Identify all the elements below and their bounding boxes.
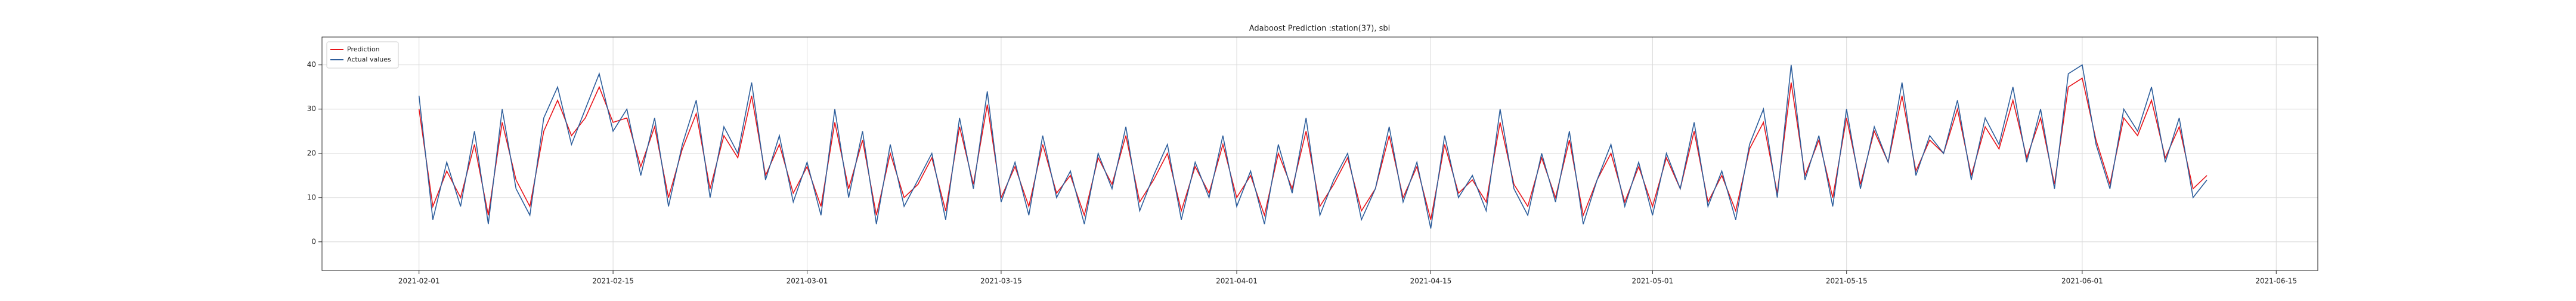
- series-line: [418, 77, 2207, 220]
- x-tick-label: 2021-04-15: [1410, 277, 1452, 285]
- legend-label: Actual values: [347, 56, 391, 63]
- x-tick-label: 2021-03-01: [787, 277, 828, 285]
- x-tick-label: 2021-04-01: [1216, 277, 1258, 285]
- x-tick-label: 2021-02-01: [398, 277, 440, 285]
- x-tick-label: 2021-05-15: [1826, 277, 1868, 285]
- y-tick-label: 0: [311, 237, 316, 245]
- y-tick-label: 40: [307, 60, 316, 69]
- legend-box: [326, 41, 399, 69]
- series-line: [418, 64, 2207, 229]
- chart-title: Adaboost Prediction :station(37), sbi: [1249, 24, 1390, 33]
- x-tick-label: 2021-06-15: [2255, 277, 2297, 285]
- y-tick-label: 30: [307, 105, 316, 113]
- plot-frame: [321, 36, 2318, 271]
- legend: Prediction Actual values: [326, 41, 399, 69]
- x-tick-label: 2021-05-01: [1631, 277, 1673, 285]
- y-tick-label: 10: [307, 193, 316, 201]
- x-tick-label: 2021-02-15: [592, 277, 634, 285]
- x-tick-label: 2021-03-15: [980, 277, 1022, 285]
- legend-label: Prediction: [347, 45, 380, 53]
- x-tick-label: 2021-06-01: [2061, 277, 2103, 285]
- y-tick-label: 20: [307, 149, 316, 157]
